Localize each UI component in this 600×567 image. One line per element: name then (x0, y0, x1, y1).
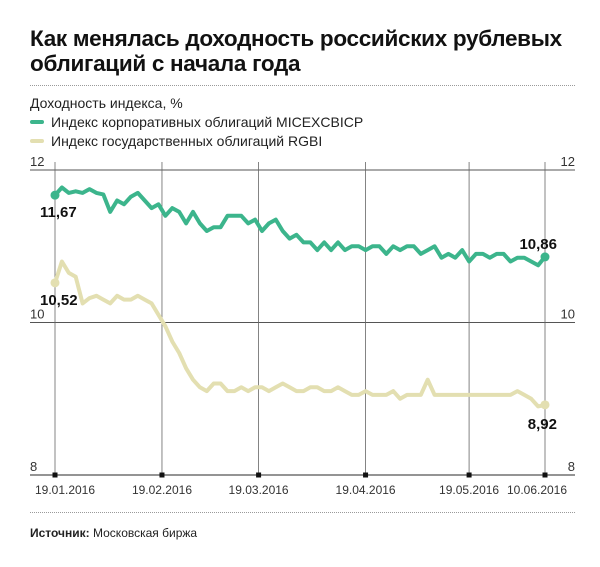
x-tick-mark (466, 472, 472, 478)
y-axis-label: Доходность индекса, % (30, 95, 183, 111)
y-tick-label-right: 12 (561, 154, 575, 169)
series-end-point (540, 252, 550, 262)
series-line-government (53, 259, 547, 409)
x-tick-mark (256, 472, 262, 478)
series-end-label: 10,86 (519, 236, 557, 253)
x-tick-label: 19.05.2016 (439, 483, 499, 497)
series-end-label: 8,92 (528, 416, 557, 433)
series-start-label: 10,52 (40, 292, 78, 309)
y-tick-label-left: 8 (30, 459, 37, 474)
series-start-point (50, 278, 60, 288)
y-tick-label-right: 10 (561, 307, 575, 322)
series-line-corporate (53, 185, 547, 268)
series-end-point (540, 400, 550, 410)
title-divider (30, 85, 575, 86)
source-label: Источник: (30, 526, 90, 540)
legend-entry-corporate: Индекс корпоративных облигаций MICEXCBIC… (30, 113, 363, 131)
legend-swatch-corporate (30, 120, 44, 124)
footer-divider (30, 512, 575, 513)
series-start-label: 11,67 (40, 204, 77, 221)
x-tick-mark (542, 472, 548, 478)
series-start-point (50, 190, 60, 200)
y-tick-label-right: 8 (568, 459, 575, 474)
x-tick-label: 19.04.2016 (336, 483, 396, 497)
y-tick-label-left: 12 (30, 154, 44, 169)
x-tick-mark (159, 472, 165, 478)
x-tick-label: 19.02.2016 (132, 483, 192, 497)
legend-swatch-government (30, 139, 44, 143)
legend-label-government: Индекс государственных облигаций RGBI (51, 133, 323, 149)
y-tick-label-left: 10 (30, 307, 44, 322)
x-tick-label: 10.06.2016 (507, 483, 567, 497)
source-value: Московская биржа (93, 526, 198, 540)
x-tick-mark (363, 472, 369, 478)
legend-entry-government: Индекс государственных облигаций RGBI (30, 132, 322, 150)
x-tick-label: 19.01.2016 (35, 483, 95, 497)
x-tick-mark (52, 472, 58, 478)
source-note: Источник: Московская биржа (30, 526, 197, 540)
legend-label-corporate: Индекс корпоративных облигаций MICEXCBIC… (51, 114, 364, 130)
chart-title: Как менялась доходность российских рубле… (30, 26, 562, 76)
x-tick-label: 19.03.2016 (229, 483, 289, 497)
